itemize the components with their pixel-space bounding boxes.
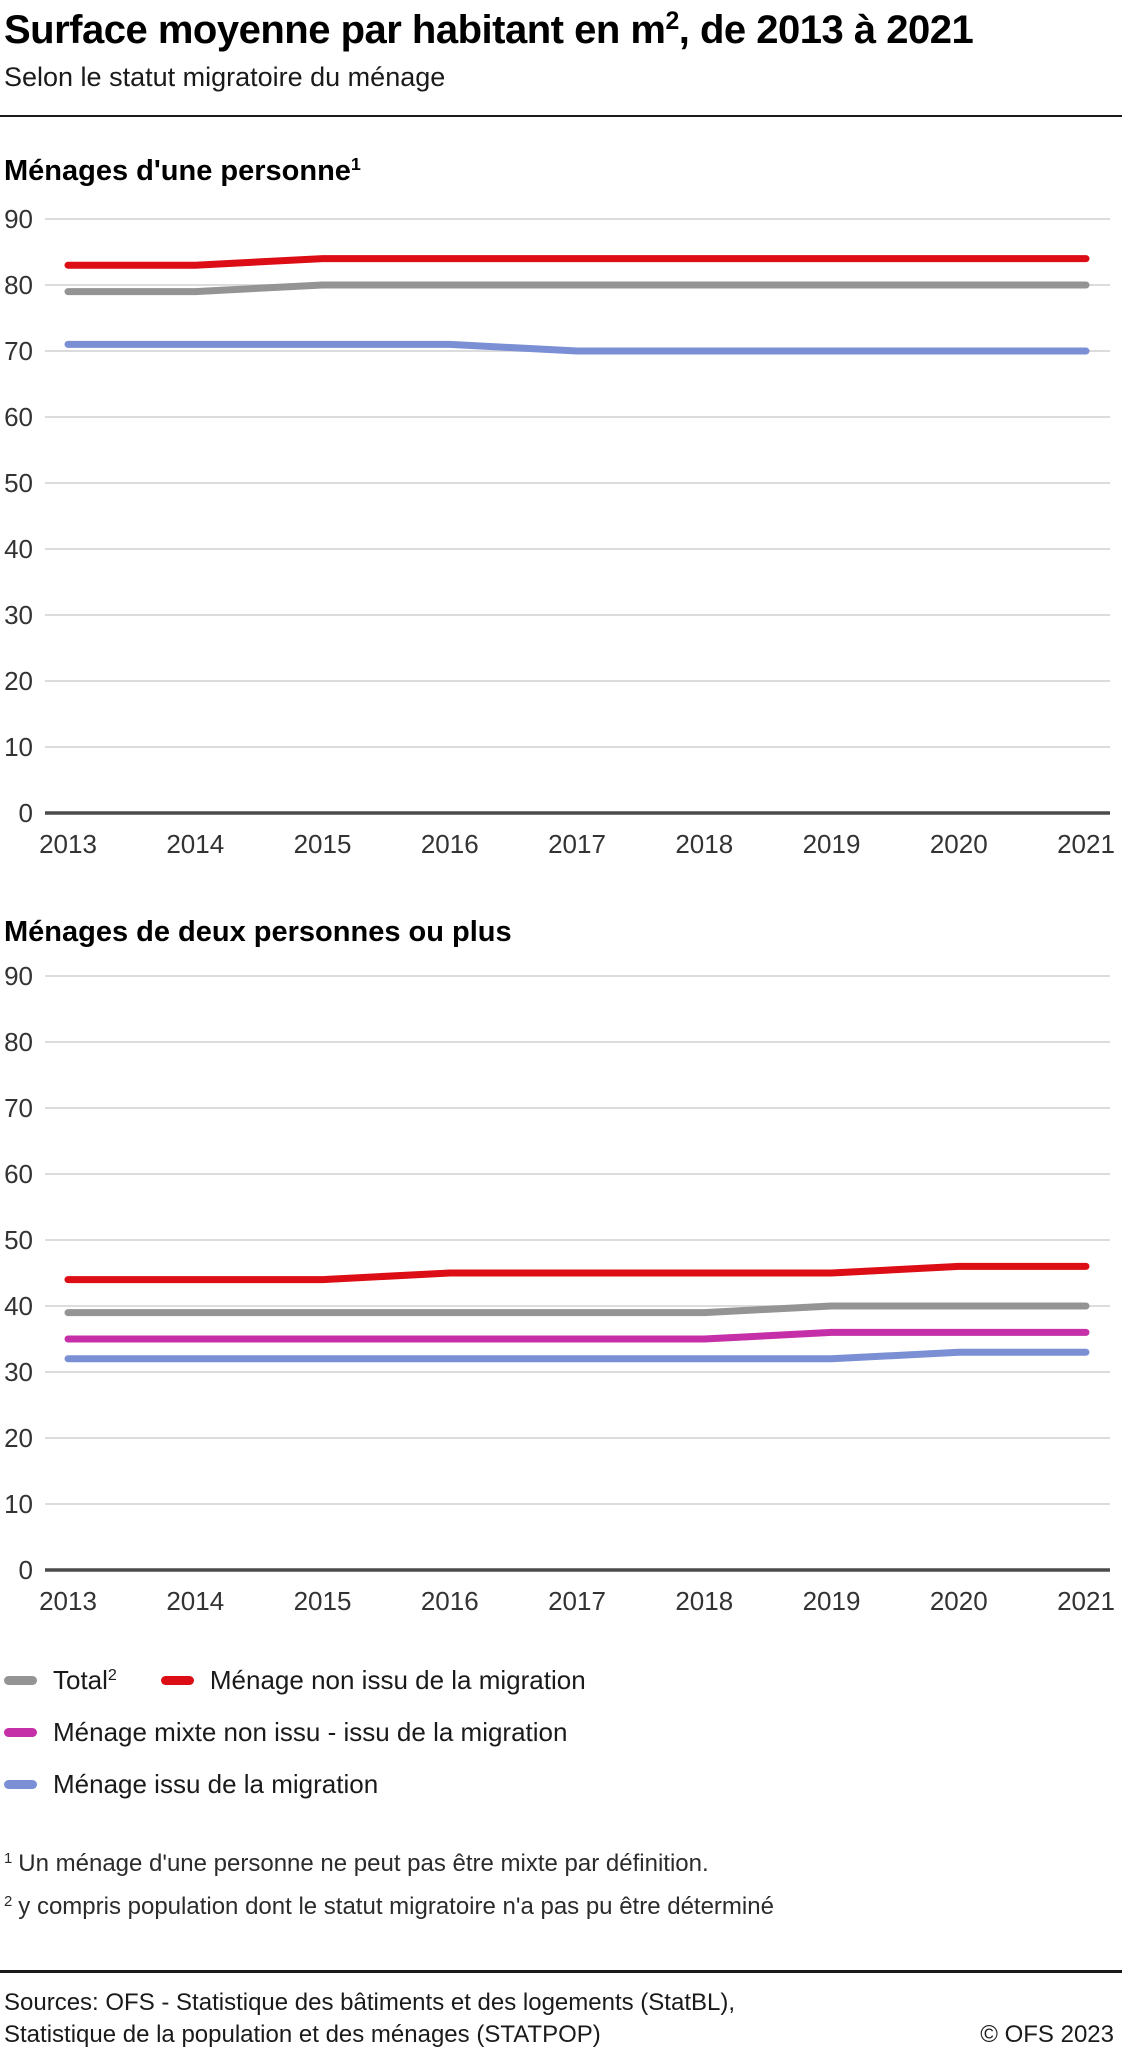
- y-tick-label: 50: [4, 468, 33, 498]
- x-tick-label: 2018: [675, 1586, 733, 1616]
- y-tick-label: 40: [4, 534, 33, 564]
- legend-label: Ménage issu de la migration: [53, 1769, 379, 1800]
- legend-label: Total2: [53, 1665, 117, 1696]
- x-tick-label: 2020: [930, 829, 988, 859]
- series-line: [64, 341, 1090, 355]
- mixte-line-swatch: [4, 1728, 37, 1738]
- series-line: [64, 1262, 1090, 1283]
- x-tick-label: 2017: [548, 829, 606, 859]
- legend-item-total: Total2: [4, 1665, 117, 1696]
- x-tick-label: 2019: [803, 829, 861, 859]
- x-tick-label: 2021: [1057, 1586, 1115, 1616]
- page-title: Surface moyenne par habitant en m2, de 2…: [4, 0, 1114, 52]
- y-tick-label: 20: [4, 1423, 33, 1453]
- header-divider: [0, 115, 1122, 117]
- footer: Sources: OFS - Statistique des bâtiments…: [0, 1987, 1122, 2051]
- y-tick-label: 90: [4, 204, 33, 234]
- legend-item-non-issu: Ménage non issu de la migration: [160, 1665, 586, 1696]
- chart1-title-text: Ménages d'une personne: [4, 155, 351, 187]
- y-tick-label: 80: [4, 270, 33, 300]
- x-tick-label: 2019: [803, 1586, 861, 1616]
- y-tick-label: 0: [19, 798, 33, 828]
- chart2-title-text: Ménages de deux personnes ou plus: [4, 916, 512, 949]
- legend-item-issu: Ménage issu de la migration: [4, 1769, 378, 1800]
- x-tick-label: 2014: [166, 1586, 224, 1616]
- page-title-suffix: , de 2013 à 2021: [678, 8, 974, 52]
- series-line: [64, 255, 1090, 270]
- x-tick-label: 2015: [294, 829, 352, 859]
- footnotes: 1 Un ménage d'une personne ne peut pas êt…: [0, 1844, 1122, 1930]
- footer-divider: [0, 1969, 1122, 1973]
- total-line-swatch: [4, 1676, 37, 1686]
- x-tick-label: 2016: [421, 1586, 479, 1616]
- y-tick-label: 60: [4, 402, 33, 432]
- legend-item-mixte: Ménage mixte non issu - issu de la migra…: [4, 1717, 567, 1748]
- x-tick-label: 2021: [1057, 829, 1115, 859]
- x-tick-label: 2013: [39, 829, 97, 859]
- legend-label: Ménage mixte non issu - issu de la migra…: [53, 1717, 568, 1748]
- series-line: [64, 1348, 1090, 1362]
- y-tick-label: 10: [4, 1489, 33, 1519]
- y-tick-label: 20: [4, 666, 33, 696]
- page-title-text: Surface moyenne par habitant en m: [4, 8, 666, 52]
- copyright: © OFS 2023: [980, 2020, 1114, 2048]
- y-tick-label: 60: [4, 1159, 33, 1189]
- footnote-1: 1 Un ménage d'une personne ne peut pas êt…: [4, 1849, 709, 1877]
- series-line: [64, 281, 1090, 296]
- sources-block: Sources: OFS - Statistique des bâtiments…: [4, 1987, 735, 2051]
- source-line-1: Sources: OFS - Statistique des bâtiments…: [4, 1988, 736, 2016]
- non-issu-line-swatch: [160, 1676, 194, 1686]
- legend-row: Total2 Ménage non issu de la migration: [4, 1664, 1122, 1698]
- chart1-title-superscript: 1: [350, 154, 361, 175]
- x-tick-label: 2016: [421, 829, 479, 859]
- x-tick-label: 2014: [166, 829, 224, 859]
- y-tick-label: 50: [4, 1225, 33, 1255]
- y-tick-label: 10: [4, 732, 33, 762]
- y-tick-label: 90: [4, 961, 33, 991]
- y-tick-label: 70: [4, 336, 33, 366]
- legend-row: Ménage mixte non issu - issu de la migra…: [4, 1716, 1122, 1750]
- y-tick-label: 0: [19, 1555, 33, 1585]
- legend: Total2 Ménage non issu de la migration M…: [0, 1664, 1122, 1802]
- x-tick-label: 2015: [294, 1586, 352, 1616]
- chart1-title: Ménages d'une personne1: [4, 154, 1114, 188]
- x-tick-label: 2013: [39, 1586, 97, 1616]
- y-tick-label: 70: [4, 1093, 33, 1123]
- page-title-superscript: 2: [665, 8, 679, 36]
- legend-row: Ménage issu de la migration: [4, 1768, 1122, 1802]
- x-tick-label: 2017: [548, 1586, 606, 1616]
- series-line: [64, 1302, 1090, 1316]
- issu-line-swatch: [4, 1780, 37, 1790]
- page-subtitle: Selon le statut migratoire du ménage: [4, 62, 446, 92]
- source-line-2: Statistique de la population et des ména…: [4, 2020, 601, 2048]
- x-tick-label: 2018: [675, 829, 733, 859]
- x-tick-label: 2020: [930, 1586, 988, 1616]
- y-tick-label: 30: [4, 1357, 33, 1387]
- y-tick-label: 80: [4, 1027, 33, 1057]
- chart2-title: Ménages de deux personnes ou plus: [4, 916, 1114, 949]
- legend-label: Ménage non issu de la migration: [209, 1665, 586, 1696]
- y-tick-label: 40: [4, 1291, 33, 1321]
- series-line: [64, 1328, 1090, 1343]
- y-tick-label: 30: [4, 600, 33, 630]
